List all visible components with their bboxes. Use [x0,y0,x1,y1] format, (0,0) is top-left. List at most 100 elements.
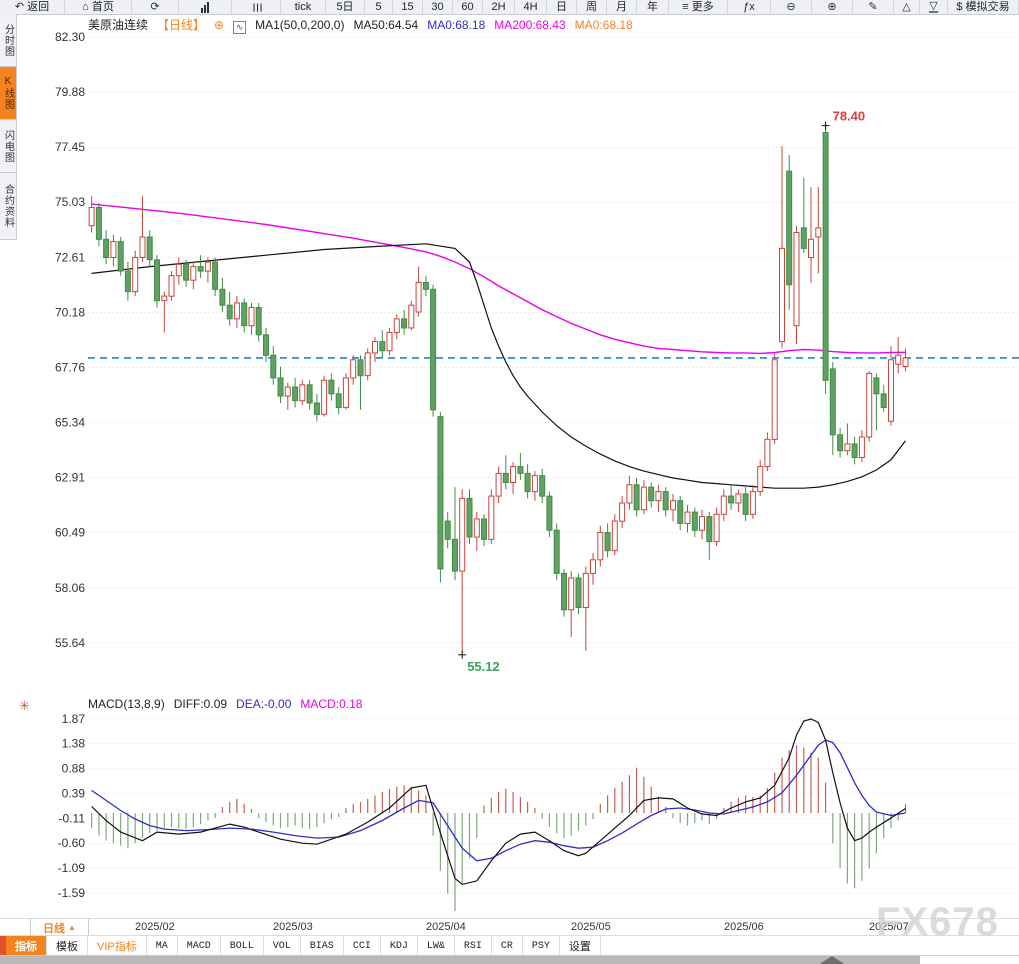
ma0-blue-value: MA0:68.18 [427,18,486,32]
tab-macd[interactable]: MACD [178,936,221,956]
candle [735,493,742,504]
candle [379,341,386,352]
candle [466,497,473,538]
candle [437,416,444,570]
triangle-down-button[interactable]: ▽ [920,0,948,14]
candle [364,352,371,377]
price-axis-tick: 62.91 [55,471,85,485]
tab-template[interactable]: 模板 [47,936,88,956]
candle [764,438,771,468]
candle [473,518,480,538]
triangle-up-button[interactable]: △ [894,0,920,14]
x-axis-label: 2025/06 [724,921,764,933]
period-4h-button[interactable]: 4H [515,0,547,14]
candle [117,241,124,272]
price-axis-tick: 77.45 [55,140,85,154]
tab-ma[interactable]: MA [147,936,178,956]
period-30-button[interactable]: 30 [423,0,453,14]
candle [175,263,182,277]
period-display-button[interactable]: 日线 ▲ [30,919,89,936]
simulate-trade-button[interactable]: $ 模拟交易 [948,0,1019,14]
sidebar-tab-lightning-chart[interactable]: 闪电图 [0,120,17,173]
period-5d-button[interactable]: 5日 [326,0,365,14]
home-label: 首页 [91,0,114,13]
candle [321,379,328,415]
more-button[interactable]: ≡ 更多 [669,0,728,14]
tab-bias[interactable]: BIAS [301,936,344,956]
zoom-out-icon: ⊖ [786,0,796,13]
candle [749,491,756,515]
scrollbar-thumb-arrow-icon[interactable] [818,956,846,964]
tab-psy[interactable]: PSY [523,936,560,956]
candle [655,491,662,502]
candle [233,302,240,320]
tab-kdj[interactable]: KDJ [381,936,418,956]
candle [800,227,807,249]
fx-button[interactable]: ƒx [728,0,771,14]
candle [728,495,735,504]
ma200-value: MA200:68.43 [494,18,566,32]
candle [88,207,95,227]
draw-button[interactable]: ✎ [853,0,894,14]
diff-value: DIFF:0.09 [173,697,228,711]
period-2h-button[interactable]: 2H [483,0,515,14]
candle [306,384,313,404]
horizontal-scrollbar[interactable] [0,955,1019,964]
period-60-label: 60 [461,0,474,13]
period-year-label: 年 [647,0,658,13]
back-button[interactable]: ↶ 返回 [0,0,65,14]
sidebar-tab-kline-chart[interactable]: K线图 [0,67,17,120]
tab-lw[interactable]: LW& [418,936,455,956]
candle [524,472,531,493]
candle [408,304,415,329]
candle [183,263,190,281]
price-axis-tick: 70.18 [55,306,85,320]
period-month-button[interactable]: 月 [607,0,637,14]
chart-icon[interactable]: ∿ [233,21,247,34]
candle [619,502,626,522]
tab-vip-indicator[interactable]: VIP指标 [88,936,147,956]
candle [212,261,219,290]
tab-vol[interactable]: VOL [264,936,301,956]
tab-settings[interactable]: 设置 [560,936,601,956]
candle [517,466,524,474]
refresh-button[interactable]: ⟳ [132,0,179,14]
candle [713,513,720,543]
candle [255,307,262,336]
macd-axis-tick: -0.11 [59,812,86,826]
sidebar-tab-contract-info[interactable]: 合约资料 [0,173,17,240]
home-button[interactable]: ⌂ 首页 [65,0,132,14]
period-5-button[interactable]: 5 [365,0,393,14]
price-axis-tick: 65.34 [55,416,85,430]
candle [190,266,197,281]
chart-style-button[interactable] [179,0,232,14]
zoom-out-button[interactable]: ⊖ [771,0,812,14]
period-year-button[interactable]: 年 [637,0,669,14]
period-label: 日线 [43,922,66,935]
tab-indicator[interactable]: 指标 [6,936,47,956]
tab-cr[interactable]: CR [492,936,523,956]
tab-rsi[interactable]: RSI [455,936,492,956]
period-60-button[interactable]: 60 [453,0,483,14]
period-week-button[interactable]: 周 [577,0,607,14]
ma-params: MA1(50,0,200,0) [255,18,345,32]
more-label: 更多 [691,0,714,13]
tab-boll[interactable]: BOLL [221,936,264,956]
date-axis-row: 日线 ▲ 2025/02 2025/03 2025/04 2025/05 2025/06… [0,918,1019,936]
sidebar-tab-time-chart[interactable]: 分时图 [0,14,17,67]
scrollbar-track[interactable] [0,956,920,964]
period-tick-button[interactable]: tick [281,0,326,14]
indicator-sliders-button[interactable]: ☰ [232,0,281,14]
period-15-button[interactable]: 15 [393,0,423,14]
zoom-in-button[interactable]: ⊕ [812,0,853,14]
period-day-button[interactable]: 日 [547,0,577,14]
candle [699,516,705,531]
triangle-up-icon: ▲ [68,923,76,932]
home-icon: ⌂ [82,0,89,13]
indicator-settings-icon[interactable]: ✳ [19,698,30,713]
expand-icon[interactable]: ⊕ [214,18,225,32]
tab-cci[interactable]: CCI [344,936,381,956]
candle [357,359,364,377]
candle [132,257,139,293]
